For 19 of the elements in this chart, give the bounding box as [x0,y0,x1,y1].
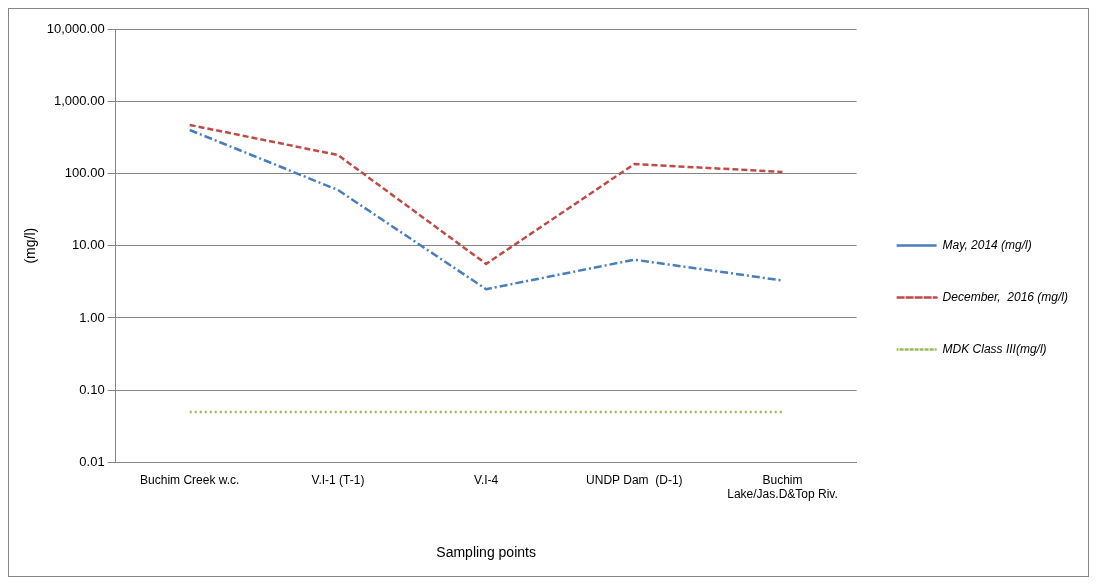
y-tick-label: 10.00 [72,237,105,253]
legend-label: December, 2016 (mg/l) [942,289,1069,304]
line-series [188,123,784,266]
legend-label: MDK Class III(mg/l) [942,341,1047,356]
x-axis-title: Sampling points [436,544,536,561]
y-tick-label: 1,000.00 [54,92,105,108]
x-tick-label: Buchim Lake/Jas.D&Top Riv. [727,472,838,502]
y-axis-title: (mg/l) [22,227,39,264]
y-tick-label: 0.10 [79,381,105,397]
y-tick-label: 1.00 [79,309,105,325]
x-tick-label: V.I-4 [474,472,499,487]
x-tick-label: UNDP Dam (D-1) [586,472,683,487]
y-tick-label: 0.01 [79,453,105,469]
x-tick-label: Buchim Creek w.c. [140,472,240,487]
y-tick-label: 100.00 [64,165,105,181]
y-tick-label: 10,000.00 [46,20,105,36]
legend-label: May, 2014 (mg/l) [942,237,1032,252]
line-series [188,128,784,291]
x-tick-label: V.I-1 (T-1) [311,472,365,487]
